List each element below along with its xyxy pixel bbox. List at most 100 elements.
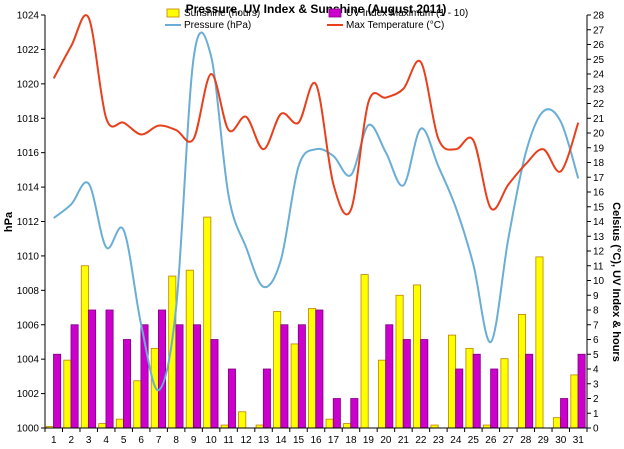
sunshine-bar <box>273 311 282 429</box>
sunshine-bar <box>517 314 526 429</box>
x-tick-label: 29 <box>538 435 550 446</box>
legend: Sunshine (hours) UV Index Maximum (1 - 10… <box>165 8 468 31</box>
legend-label: UV Index Maximum (1 - 10) <box>346 8 468 19</box>
sunshine-bar <box>290 343 299 429</box>
right-tick-label: 24 <box>593 70 605 81</box>
uv-index-bar <box>402 339 411 429</box>
right-tick-label: 21 <box>593 114 605 125</box>
left-tick-label: 1004 <box>17 355 40 366</box>
uv-index-bar <box>472 353 481 429</box>
right-tick-label: 1 <box>593 409 599 420</box>
sunshine-bar <box>133 380 142 429</box>
right-tick-label: 11 <box>593 261 604 272</box>
x-tick-label: 12 <box>241 435 253 446</box>
right-tick-label: 7 <box>593 320 599 331</box>
x-tick-label: 15 <box>293 435 305 446</box>
sunshine-bar <box>360 274 369 429</box>
uv-index-bar <box>315 309 324 429</box>
sunshine-bar <box>500 358 509 429</box>
uv-index-bar <box>123 339 132 429</box>
uv-index-bar <box>70 324 79 429</box>
uv-index-bar <box>53 353 62 429</box>
right-tick-label: 3 <box>593 379 599 390</box>
right-tick-label: 6 <box>593 335 599 346</box>
left-tick-label: 1014 <box>17 183 40 194</box>
x-tick-label: 19 <box>363 435 375 446</box>
x-tick-label: 3 <box>86 435 92 446</box>
x-tick-label: 24 <box>450 435 462 446</box>
right-tick-label: 12 <box>593 247 605 258</box>
x-tick-label: 20 <box>380 435 392 446</box>
x-tick-label: 6 <box>138 435 144 446</box>
right-tick-label: 15 <box>593 202 605 213</box>
x-tick-label: 8 <box>173 435 179 446</box>
right-tick-label: 26 <box>593 40 605 51</box>
left-tick-label: 1006 <box>17 320 40 331</box>
x-tick-label: 7 <box>156 435 162 446</box>
right-tick-label: 23 <box>593 84 605 95</box>
uv-index-bar <box>490 368 499 429</box>
left-tick-label: 1000 <box>17 424 40 435</box>
x-tick-label: 10 <box>206 435 218 446</box>
sunshine-bar <box>413 284 422 429</box>
sunshine-bar <box>98 423 107 429</box>
x-tick-label: 17 <box>328 435 340 446</box>
uv-index-bar <box>175 324 184 429</box>
left-axis-ticks: 1000 1002 1004 1006 1008 1010 1012 1014 1016 1018… <box>17 11 45 435</box>
x-tick-label: 31 <box>573 435 585 446</box>
right-tick-label: 18 <box>593 158 605 169</box>
x-tick-label: 23 <box>433 435 445 446</box>
sunshine-bar <box>552 417 561 429</box>
right-tick-label: 10 <box>593 276 605 287</box>
sunshine-bar <box>343 423 352 429</box>
uv-index-bar <box>560 398 569 429</box>
left-axis-title: hPa <box>3 211 15 232</box>
uv-index-bar <box>297 324 306 429</box>
x-tick-label: 5 <box>121 435 127 446</box>
x-tick-label: 21 <box>398 435 410 446</box>
x-tick-label: 27 <box>503 435 515 446</box>
left-tick-label: 1008 <box>17 286 40 297</box>
x-tick-label: 25 <box>468 435 480 446</box>
x-tick-label: 18 <box>345 435 357 446</box>
sunshine-bar <box>308 308 317 429</box>
x-tick-label: 2 <box>68 435 74 446</box>
uv-index-bar <box>105 309 114 429</box>
right-tick-label: 25 <box>593 55 605 66</box>
uv-index-bar <box>227 368 236 429</box>
sunshine-bar <box>448 334 457 429</box>
sunshine-bar <box>395 294 404 429</box>
uv-index-bar <box>192 324 201 429</box>
sunshine-bar <box>115 418 124 429</box>
chart-title: Pressure, UV Index & Sunshine (August 20… <box>186 2 447 16</box>
right-tick-label: 14 <box>593 217 605 228</box>
sunshine-bar <box>185 269 194 429</box>
uv-index-bar <box>420 339 429 429</box>
right-axis-title: Celsius (°C), UV Index & hours <box>610 202 622 362</box>
x-tick-label: 9 <box>191 435 197 446</box>
x-tick-label: 4 <box>103 435 109 446</box>
legend-label: Pressure (hPa) <box>184 20 251 31</box>
legend-swatch <box>166 8 180 18</box>
x-axis-ticks: 1 2 3 4 5 6 7 8 9 10 11 12 13 14 15 16 17 18 19 20 21 22 23 24 2… <box>44 428 588 446</box>
right-tick-label: 5 <box>593 350 599 361</box>
right-tick-label: 13 <box>593 232 605 243</box>
lines <box>52 14 580 392</box>
uv-index-bar <box>88 309 97 429</box>
right-tick-label: 27 <box>593 25 605 36</box>
right-tick-label: 2 <box>593 394 599 405</box>
x-tick-label: 22 <box>415 435 427 446</box>
sunshine-bar <box>203 216 212 429</box>
sunshine-bar <box>378 359 387 429</box>
legend-label: Sunshine (hours) <box>184 8 260 19</box>
uv-index-bar <box>577 353 586 429</box>
uv-index-bar <box>158 309 167 429</box>
max-temperature-line <box>52 14 580 216</box>
uv-index-bar <box>455 368 464 429</box>
sunshine-bar <box>570 374 579 429</box>
sunshine-bar <box>63 359 72 429</box>
uv-index-bar <box>350 398 359 429</box>
x-tick-label: 14 <box>275 435 287 446</box>
left-tick-label: 1002 <box>17 389 40 400</box>
x-tick-label: 1 <box>51 435 57 446</box>
